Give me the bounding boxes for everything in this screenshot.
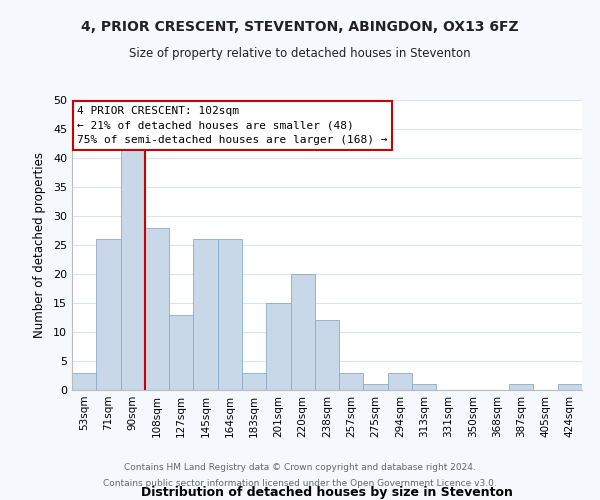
- Bar: [412, 384, 436, 390]
- Bar: [169, 314, 193, 390]
- Bar: [96, 239, 121, 390]
- Text: Size of property relative to detached houses in Steventon: Size of property relative to detached ho…: [129, 48, 471, 60]
- Bar: [218, 239, 242, 390]
- Bar: [509, 384, 533, 390]
- Text: 4, PRIOR CRESCENT, STEVENTON, ABINGDON, OX13 6FZ: 4, PRIOR CRESCENT, STEVENTON, ABINGDON, …: [81, 20, 519, 34]
- Bar: [290, 274, 315, 390]
- Bar: [315, 320, 339, 390]
- Bar: [121, 146, 145, 390]
- X-axis label: Distribution of detached houses by size in Steventon: Distribution of detached houses by size …: [141, 486, 513, 498]
- Bar: [145, 228, 169, 390]
- Y-axis label: Number of detached properties: Number of detached properties: [33, 152, 46, 338]
- Bar: [193, 239, 218, 390]
- Text: Contains HM Land Registry data © Crown copyright and database right 2024.: Contains HM Land Registry data © Crown c…: [124, 464, 476, 472]
- Bar: [388, 372, 412, 390]
- Bar: [558, 384, 582, 390]
- Bar: [242, 372, 266, 390]
- Bar: [72, 372, 96, 390]
- Bar: [364, 384, 388, 390]
- Text: 4 PRIOR CRESCENT: 102sqm
← 21% of detached houses are smaller (48)
75% of semi-d: 4 PRIOR CRESCENT: 102sqm ← 21% of detach…: [77, 106, 388, 146]
- Bar: [266, 303, 290, 390]
- Bar: [339, 372, 364, 390]
- Text: Contains public sector information licensed under the Open Government Licence v3: Contains public sector information licen…: [103, 478, 497, 488]
